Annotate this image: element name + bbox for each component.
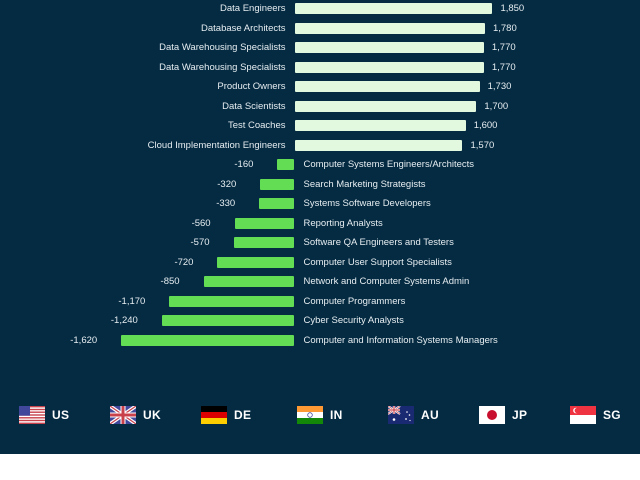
value-label: -1,240 — [110, 315, 138, 326]
bar-row: Data Warehousing Specialists 1,770 — [0, 39, 640, 58]
us-flag-icon — [19, 406, 45, 424]
category-label: Computer User Support Specialists — [303, 256, 452, 268]
country-us[interactable]: US — [19, 404, 69, 426]
value-label: 1,570 — [470, 139, 495, 151]
country-code: AU — [421, 408, 439, 422]
category-label: Software QA Engineers and Testers — [303, 237, 454, 248]
positive-bar[interactable] — [294, 100, 477, 112]
sg-flag-icon — [570, 406, 596, 424]
negative-bar[interactable] — [121, 334, 295, 346]
value-label: -720 — [174, 256, 194, 268]
category-label: Product Owners — [217, 81, 286, 92]
in-flag-icon — [297, 406, 323, 424]
negative-bar[interactable] — [169, 295, 295, 307]
negative-bar[interactable] — [277, 159, 295, 170]
category-label: Cyber Security Analysts — [303, 315, 404, 326]
bar-row: Reporting Analysts -560 — [0, 215, 640, 234]
chart-panel: Data Engineers 1,850 Database Architects 1,… — [0, 0, 640, 454]
positive-bar[interactable] — [294, 139, 463, 151]
country-code: UK — [143, 408, 161, 422]
country-selector: US UK — [0, 404, 640, 426]
negative-bar[interactable] — [260, 178, 295, 190]
country-code: US — [52, 408, 70, 422]
bar-row: Computer and Information Systems Manager… — [0, 332, 640, 351]
positive-bar[interactable] — [294, 3, 493, 14]
category-label: Cloud Implementation Engineers — [147, 139, 286, 151]
category-label: Computer and Information Systems Manager… — [303, 334, 498, 346]
bar-row: Data Scientists 1,700 — [0, 98, 640, 117]
value-label: 1,770 — [491, 42, 516, 53]
category-label: Search Marketing Strategists — [303, 178, 426, 190]
negative-bar[interactable] — [161, 315, 295, 326]
bar-row: Search Marketing Strategists -320 — [0, 176, 640, 195]
uk-flag-icon — [110, 406, 136, 424]
category-label: Computer Systems Engineers/Architects — [303, 159, 475, 170]
bar-row: Cloud Implementation Engineers 1,570 — [0, 137, 640, 156]
bar-row: Network and Computer Systems Admin -850 — [0, 273, 640, 292]
country-code: IN — [330, 408, 343, 422]
value-label: -160 — [234, 159, 254, 170]
negative-bar[interactable] — [203, 276, 295, 287]
country-jp[interactable]: JP — [479, 404, 527, 426]
positive-bar[interactable] — [294, 61, 484, 73]
positive-bar[interactable] — [294, 120, 466, 131]
bar-row: Computer Systems Engineers/Architects -16… — [0, 156, 640, 175]
bar-row: Data Engineers 1,850 — [0, 0, 640, 19]
value-label: -850 — [160, 276, 180, 287]
value-label: 1,700 — [484, 100, 509, 112]
country-code: JP — [512, 408, 528, 422]
country-de[interactable]: DE — [201, 404, 251, 426]
country-code: SG — [603, 408, 621, 422]
category-label: Reporting Analysts — [303, 217, 383, 229]
au-flag-icon — [388, 406, 414, 424]
positive-bar[interactable] — [294, 42, 484, 53]
value-label: -320 — [217, 178, 237, 190]
negative-bar[interactable] — [217, 256, 295, 268]
category-label: Data Warehousing Specialists — [159, 61, 286, 73]
country-au[interactable]: AU — [388, 404, 439, 426]
bar-row: Computer User Support Specialists -720 — [0, 254, 640, 273]
negative-bar[interactable] — [259, 198, 295, 209]
bar-row: Computer Programmers -1,170 — [0, 293, 640, 312]
value-label: -1,620 — [70, 334, 98, 346]
country-sg[interactable]: SG — [570, 404, 621, 426]
de-flag-icon — [201, 406, 227, 424]
category-label: Data Engineers — [220, 3, 286, 14]
category-label: Data Warehousing Specialists — [159, 42, 286, 53]
category-label: Database Architects — [201, 22, 286, 34]
positive-bar[interactable] — [294, 81, 480, 92]
bar-row: Cyber Security Analysts -1,240 — [0, 312, 640, 331]
category-label: Test Coaches — [227, 120, 286, 131]
value-label: 1,770 — [491, 61, 516, 73]
category-label: Computer Programmers — [303, 295, 406, 307]
value-label: -570 — [190, 237, 210, 248]
value-label: -1,170 — [118, 295, 146, 307]
category-label: Data Scientists — [222, 100, 286, 112]
value-label: 1,730 — [487, 81, 512, 92]
positive-bar[interactable] — [294, 22, 485, 34]
value-label: 1,780 — [492, 22, 517, 34]
bar-row: Product Owners 1,730 — [0, 78, 640, 97]
category-label: Network and Computer Systems Admin — [303, 276, 470, 287]
country-code: DE — [234, 408, 252, 422]
country-in[interactable]: IN — [297, 404, 343, 426]
category-label: Systems Software Developers — [303, 198, 431, 209]
value-label: -560 — [191, 217, 211, 229]
negative-bar[interactable] — [234, 217, 295, 229]
value-label: -330 — [216, 198, 236, 209]
value-label: 1,850 — [500, 3, 525, 14]
bar-row: Data Warehousing Specialists 1,770 — [0, 59, 640, 78]
bar-row: Test Coaches 1,600 — [0, 117, 640, 136]
jp-flag-icon — [479, 406, 505, 424]
country-uk[interactable]: UK — [110, 404, 161, 426]
negative-bar[interactable] — [233, 237, 295, 248]
bar-row: Systems Software Developers -330 — [0, 195, 640, 214]
bar-row: Database Architects 1,780 — [0, 20, 640, 39]
value-label: 1,600 — [473, 120, 498, 131]
bar-row: Software QA Engineers and Testers -570 — [0, 234, 640, 253]
